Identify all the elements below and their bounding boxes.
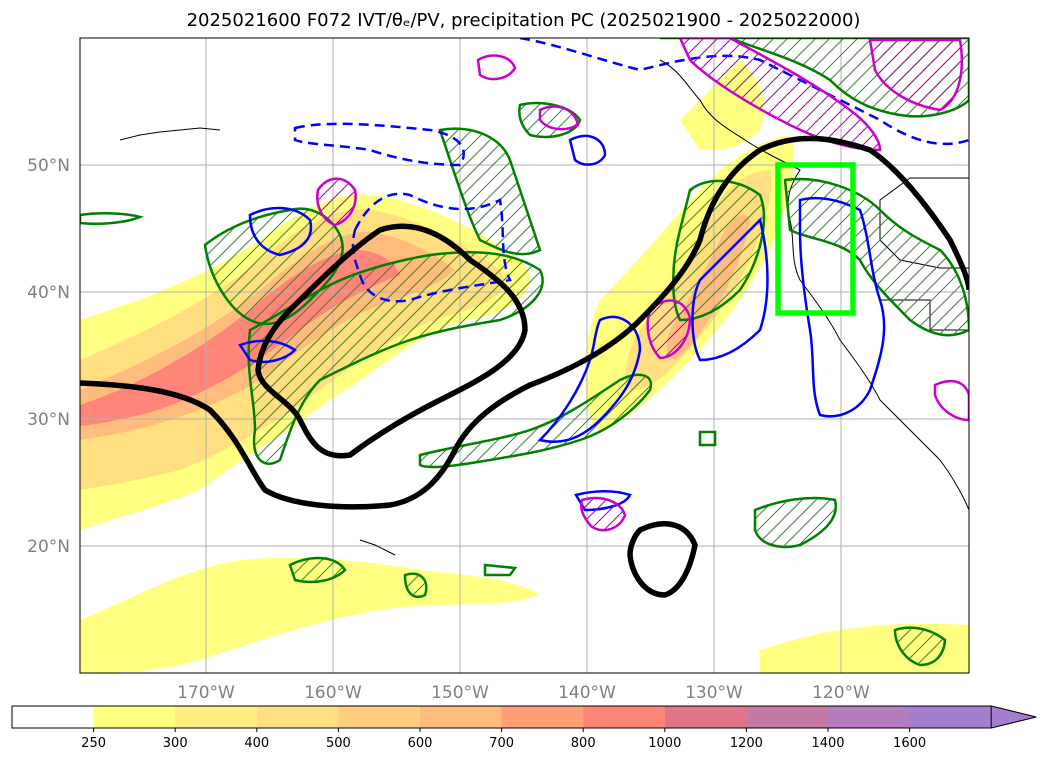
region-box	[775, 162, 856, 316]
colorbar-segment	[93, 706, 176, 728]
lat-label: 20°N	[27, 537, 70, 557]
pv-negative-contours	[316, 38, 969, 532]
lon-label: 140°W	[558, 683, 616, 703]
colorbar-tick-label: 1400	[811, 736, 844, 751]
colorbar-tick-label: 700	[489, 736, 514, 751]
colorbar: 250 300 400 500 600 700 800 1000 1200 1400 1600	[11, 705, 1037, 751]
colorbar-tick-label: 1000	[648, 736, 681, 751]
colorbar-segment	[746, 706, 829, 728]
colorbar-tick-label: 800	[571, 736, 596, 751]
colorbar-segment	[420, 706, 503, 728]
lon-label: 120°W	[812, 683, 870, 703]
lon-label: 150°W	[431, 683, 489, 703]
axes-frame	[79, 37, 970, 674]
lon-label: 170°W	[177, 683, 235, 703]
precip-contours	[80, 38, 969, 667]
lat-labels: 20°N 30°N 40°N 50°N	[27, 156, 70, 557]
colorbar-segment	[501, 706, 584, 728]
lat-label: 40°N	[27, 283, 70, 303]
colorbar-segment	[664, 706, 747, 728]
colorbar-segment	[12, 706, 95, 728]
lon-label: 160°W	[304, 683, 362, 703]
lon-labels: 170°W 160°W 150°W 140°W 130°W 120°W	[177, 683, 870, 703]
colorbar-tick-label: 500	[326, 736, 351, 751]
colorbar-segment	[256, 706, 339, 728]
colorbar-segment	[909, 706, 992, 728]
colorbar-tick-label: 1200	[730, 736, 763, 751]
colorbar-segment	[175, 706, 258, 728]
colorbar-tick-label: 300	[163, 736, 188, 751]
lon-label: 130°W	[685, 683, 743, 703]
colorbar-extend-arrow	[990, 705, 1037, 729]
theta-e-contours	[80, 135, 969, 598]
colorbar-segment	[583, 706, 666, 728]
map-title: 2025021600 F072 IVT/θₑ/PV, precipitation…	[186, 10, 861, 31]
colorbar-segment	[828, 706, 911, 728]
colorbar-tick-label: 400	[244, 736, 269, 751]
colorbar-tick-label: 600	[408, 736, 433, 751]
map-panel	[80, 38, 969, 673]
colorbar-tick-label: 250	[81, 736, 106, 751]
colorbar-tick-label: 1600	[893, 736, 926, 751]
lat-label: 50°N	[27, 156, 70, 176]
colorbar-segment	[338, 706, 421, 728]
lat-label: 30°N	[27, 410, 70, 430]
